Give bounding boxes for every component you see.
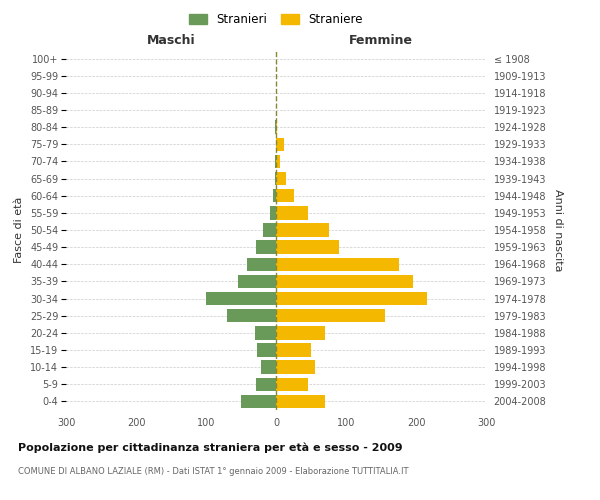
Bar xyxy=(256,240,276,254)
Bar xyxy=(206,292,276,306)
Bar xyxy=(238,274,276,288)
Bar xyxy=(276,292,427,306)
Bar xyxy=(257,344,276,356)
Bar xyxy=(241,394,276,408)
Bar xyxy=(276,326,325,340)
Bar xyxy=(276,240,339,254)
Bar xyxy=(275,172,276,186)
Bar xyxy=(263,224,276,236)
Bar xyxy=(276,120,277,134)
Bar xyxy=(256,378,276,391)
Bar xyxy=(276,224,329,236)
Bar xyxy=(227,309,276,322)
Y-axis label: Anni di nascita: Anni di nascita xyxy=(553,188,563,271)
Bar xyxy=(260,360,276,374)
Bar xyxy=(275,120,276,134)
Bar xyxy=(276,274,413,288)
Bar xyxy=(276,172,286,186)
Bar xyxy=(276,309,385,322)
Text: Popolazione per cittadinanza straniera per età e sesso - 2009: Popolazione per cittadinanza straniera p… xyxy=(18,442,403,453)
Bar xyxy=(276,206,308,220)
Legend: Stranieri, Straniere: Stranieri, Straniere xyxy=(184,8,368,31)
Bar xyxy=(276,394,325,408)
Bar xyxy=(247,258,276,271)
Bar xyxy=(276,138,284,151)
Bar xyxy=(255,326,276,340)
Bar xyxy=(276,258,398,271)
Bar xyxy=(276,360,314,374)
Bar xyxy=(276,378,308,391)
Text: COMUNE DI ALBANO LAZIALE (RM) - Dati ISTAT 1° gennaio 2009 - Elaborazione TUTTIT: COMUNE DI ALBANO LAZIALE (RM) - Dati IST… xyxy=(18,468,409,476)
Bar xyxy=(276,344,311,356)
Bar xyxy=(276,189,293,202)
Bar xyxy=(276,154,280,168)
Y-axis label: Fasce di età: Fasce di età xyxy=(14,197,25,263)
Text: Maschi: Maschi xyxy=(146,34,196,46)
Bar xyxy=(275,154,276,168)
Bar xyxy=(272,189,276,202)
Text: Femmine: Femmine xyxy=(349,34,413,46)
Bar xyxy=(271,206,276,220)
